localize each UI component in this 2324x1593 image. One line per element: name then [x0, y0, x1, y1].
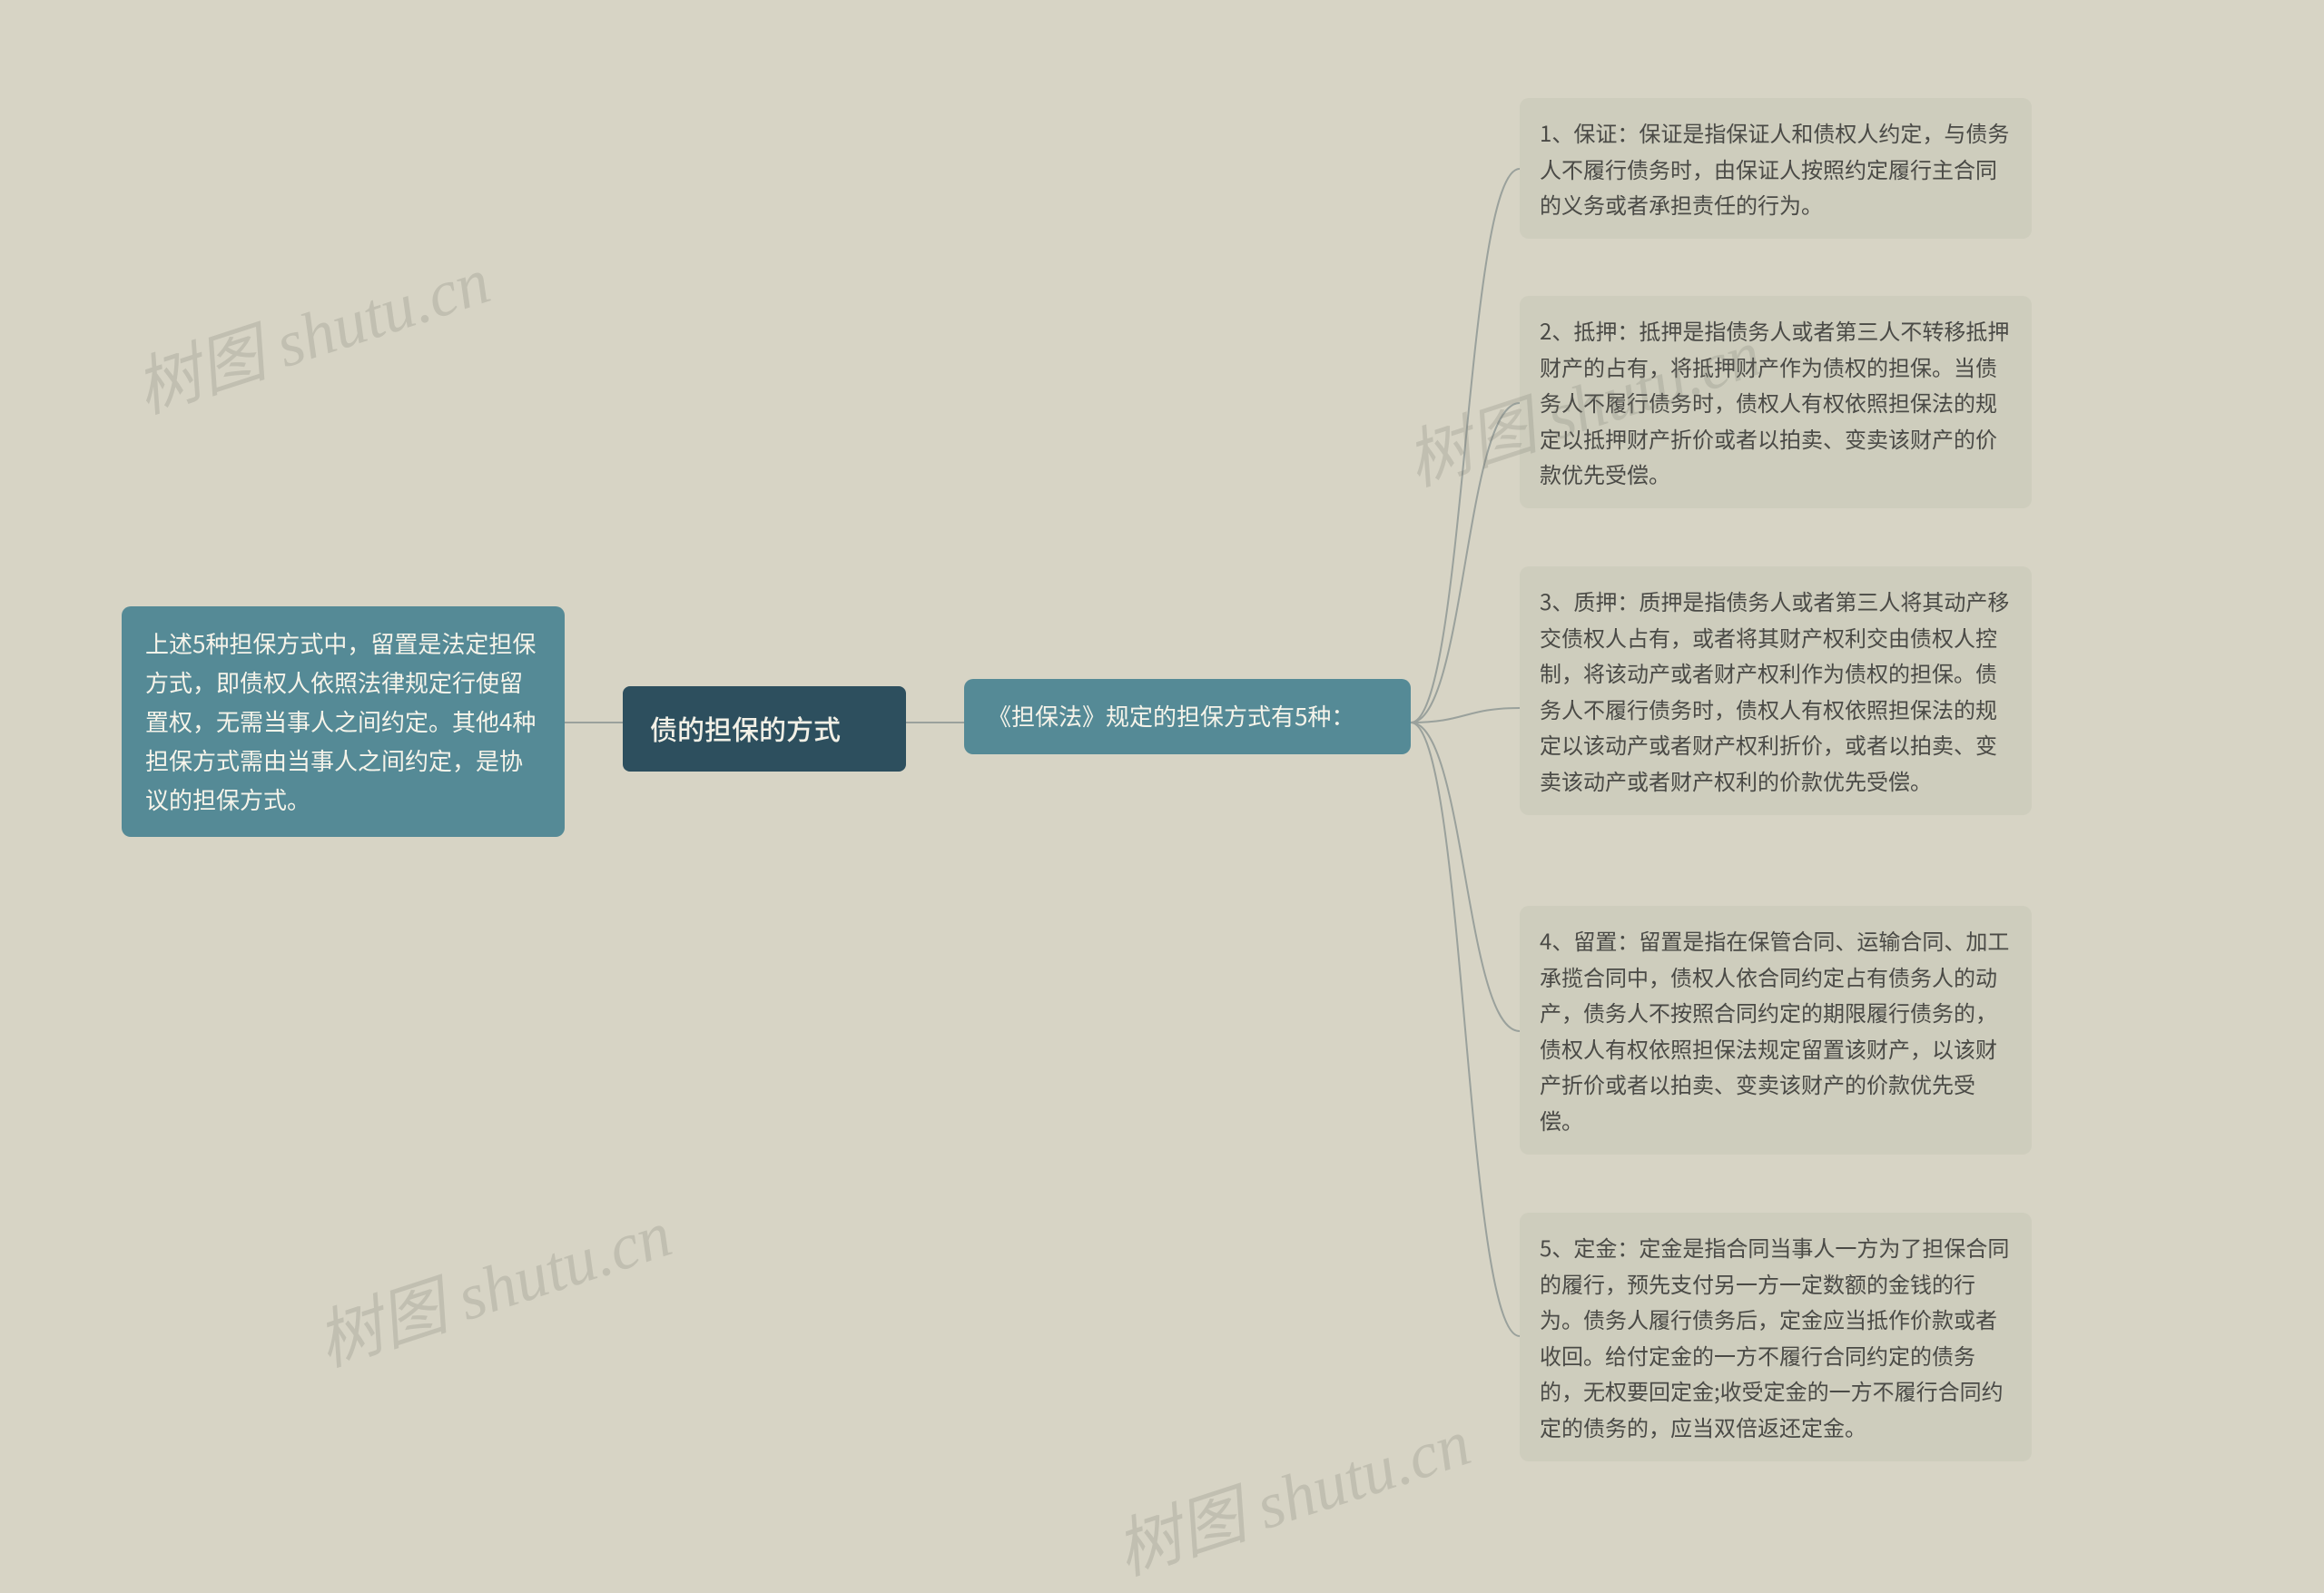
- watermark: 树图 shutu.cn: [122, 227, 500, 431]
- leaf-5-text: 5、定金：定金是指合同当事人一方为了担保合同的履行，预先支付另一方一定数额的金钱…: [1540, 1231, 2009, 1442]
- leaf-lien-liuzhi[interactable]: 4、留置：留置是指在保管合同、运输合同、加工承揽合同中，债权人依合同约定占有债务…: [1520, 906, 2032, 1155]
- branch-right-five-types[interactable]: 《担保法》规定的担保方式有5种：: [964, 679, 1411, 754]
- mindmap-canvas: 债的担保的方式 上述5种担保方式中，留置是法定担保方式，即债权人依照法律规定行使…: [0, 0, 2324, 1445]
- leaf-mortgage-diya[interactable]: 2、抵押：抵押是指债务人或者第三人不转移抵押财产的占有，将抵押财产作为债权的担保…: [1520, 296, 2032, 508]
- leaf-guarantee-baozheng[interactable]: 1、保证：保证是指保证人和债权人约定，与债务人不履行债务时，由保证人按照约定履行…: [1520, 98, 2032, 239]
- leaf-4-text: 4、留置：留置是指在保管合同、运输合同、加工承揽合同中，债权人依合同约定占有债务…: [1540, 924, 2009, 1136]
- leaf-1-text: 1、保证：保证是指保证人和债权人约定，与债务人不履行债务时，由保证人按照约定履行…: [1540, 116, 2009, 220]
- watermark: 树图 shutu.cn: [303, 1180, 682, 1384]
- root-label: 债的担保的方式: [650, 708, 841, 748]
- leaf-3-text: 3、质押：质押是指债务人或者第三人将其动产移交债权人占有，或者将其财产权利交由债…: [1540, 585, 2009, 796]
- branch-right-text: 《担保法》规定的担保方式有5种：: [988, 699, 1354, 733]
- watermark: 树图 shutu.cn: [1102, 1389, 1481, 1593]
- branch-left-text: 上述5种担保方式中，留置是法定担保方式，即债权人依照法律规定行使留置权，无需当事…: [145, 626, 536, 816]
- leaf-2-text: 2、抵押：抵押是指债务人或者第三人不转移抵押财产的占有，将抵押财产作为债权的担保…: [1540, 314, 2009, 489]
- leaf-deposit-dingjin[interactable]: 5、定金：定金是指合同当事人一方为了担保合同的履行，预先支付另一方一定数额的金钱…: [1520, 1213, 2032, 1461]
- leaf-pledge-zhiya[interactable]: 3、质押：质押是指债务人或者第三人将其动产移交债权人占有，或者将其财产权利交由债…: [1520, 566, 2032, 815]
- root-node[interactable]: 债的担保的方式: [623, 686, 906, 772]
- branch-left-summary[interactable]: 上述5种担保方式中，留置是法定担保方式，即债权人依照法律规定行使留置权，无需当事…: [122, 606, 565, 837]
